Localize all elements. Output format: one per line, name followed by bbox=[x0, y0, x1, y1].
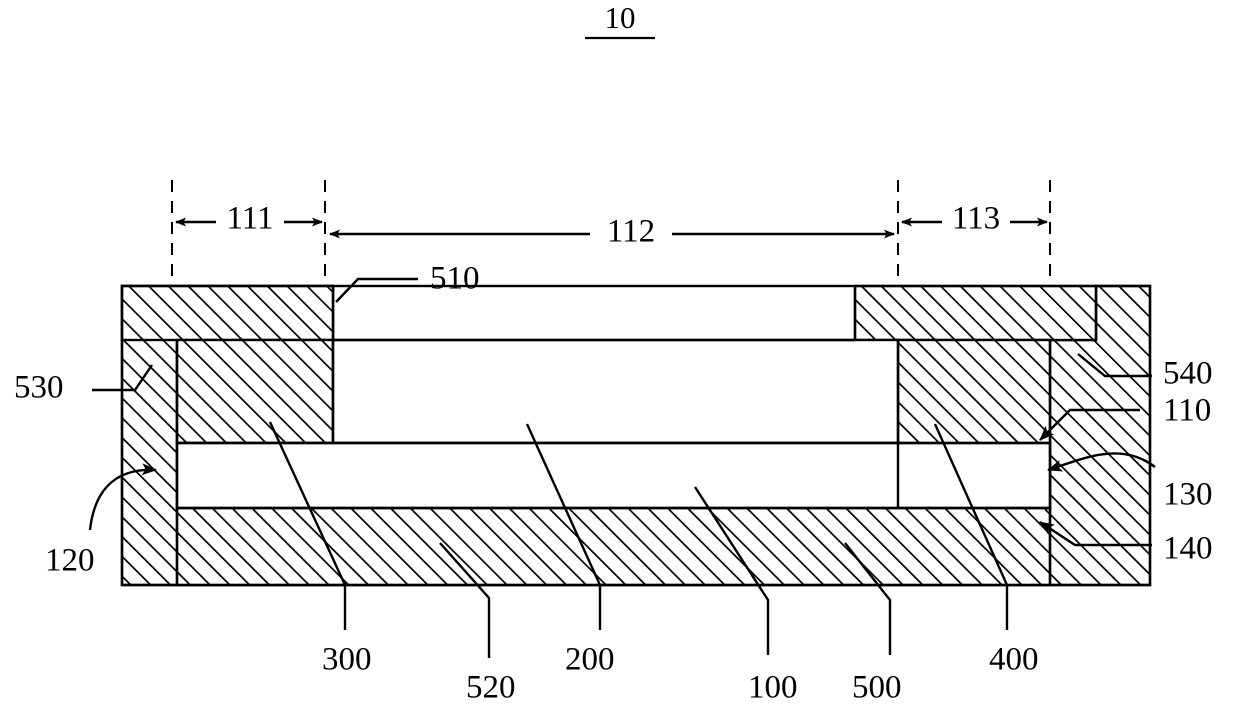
top-right-block bbox=[853, 284, 1098, 342]
dashed-extension-lines bbox=[171, 180, 1051, 292]
leader-500: 500 bbox=[844, 542, 902, 706]
dimension-113-label: 113 bbox=[952, 201, 1000, 237]
dimension-113: 113 bbox=[901, 201, 1048, 237]
label-530: 530 bbox=[14, 370, 64, 406]
label-300: 300 bbox=[322, 642, 372, 678]
label-520: 520 bbox=[466, 670, 516, 706]
label-500: 500 bbox=[852, 670, 902, 706]
leader-400: 400 bbox=[933, 423, 1039, 678]
leader-130: 130 bbox=[1047, 452, 1213, 513]
label-200: 200 bbox=[565, 642, 615, 678]
leader-510: 510 bbox=[335, 261, 480, 303]
leader-300: 300 bbox=[268, 421, 372, 678]
dimension-111: 111 bbox=[175, 201, 323, 237]
label-130: 130 bbox=[1163, 477, 1213, 513]
leader-140: 140 bbox=[1039, 520, 1213, 567]
outer-frame-outline bbox=[120, 284, 1152, 587]
cross-section-body bbox=[120, 284, 1152, 587]
figure-title: 10 bbox=[605, 0, 636, 35]
left-inner-block bbox=[175, 338, 335, 445]
label-540: 540 bbox=[1163, 356, 1213, 392]
leader-520: 520 bbox=[439, 542, 516, 706]
leader-540: 540 bbox=[1077, 353, 1213, 392]
dimension-111-label: 111 bbox=[226, 201, 273, 237]
label-510: 510 bbox=[430, 261, 480, 297]
dimension-112: 112 bbox=[329, 214, 895, 250]
label-400: 400 bbox=[989, 642, 1039, 678]
label-120: 120 bbox=[45, 543, 95, 579]
leader-100: 100 bbox=[693, 486, 798, 706]
leader-530: 530 bbox=[14, 364, 153, 406]
leader-200: 200 bbox=[525, 423, 615, 678]
label-140: 140 bbox=[1163, 531, 1213, 567]
cavity-lower bbox=[175, 441, 1052, 510]
label-110: 110 bbox=[1163, 393, 1211, 429]
bottom-band bbox=[175, 506, 1052, 587]
cavity-upper bbox=[331, 338, 900, 445]
dimension-112-label: 112 bbox=[607, 214, 655, 250]
leader-120: 120 bbox=[45, 463, 157, 579]
leader-110: 110 bbox=[1039, 393, 1211, 441]
top-left-block bbox=[120, 284, 335, 342]
label-100: 100 bbox=[748, 670, 798, 706]
